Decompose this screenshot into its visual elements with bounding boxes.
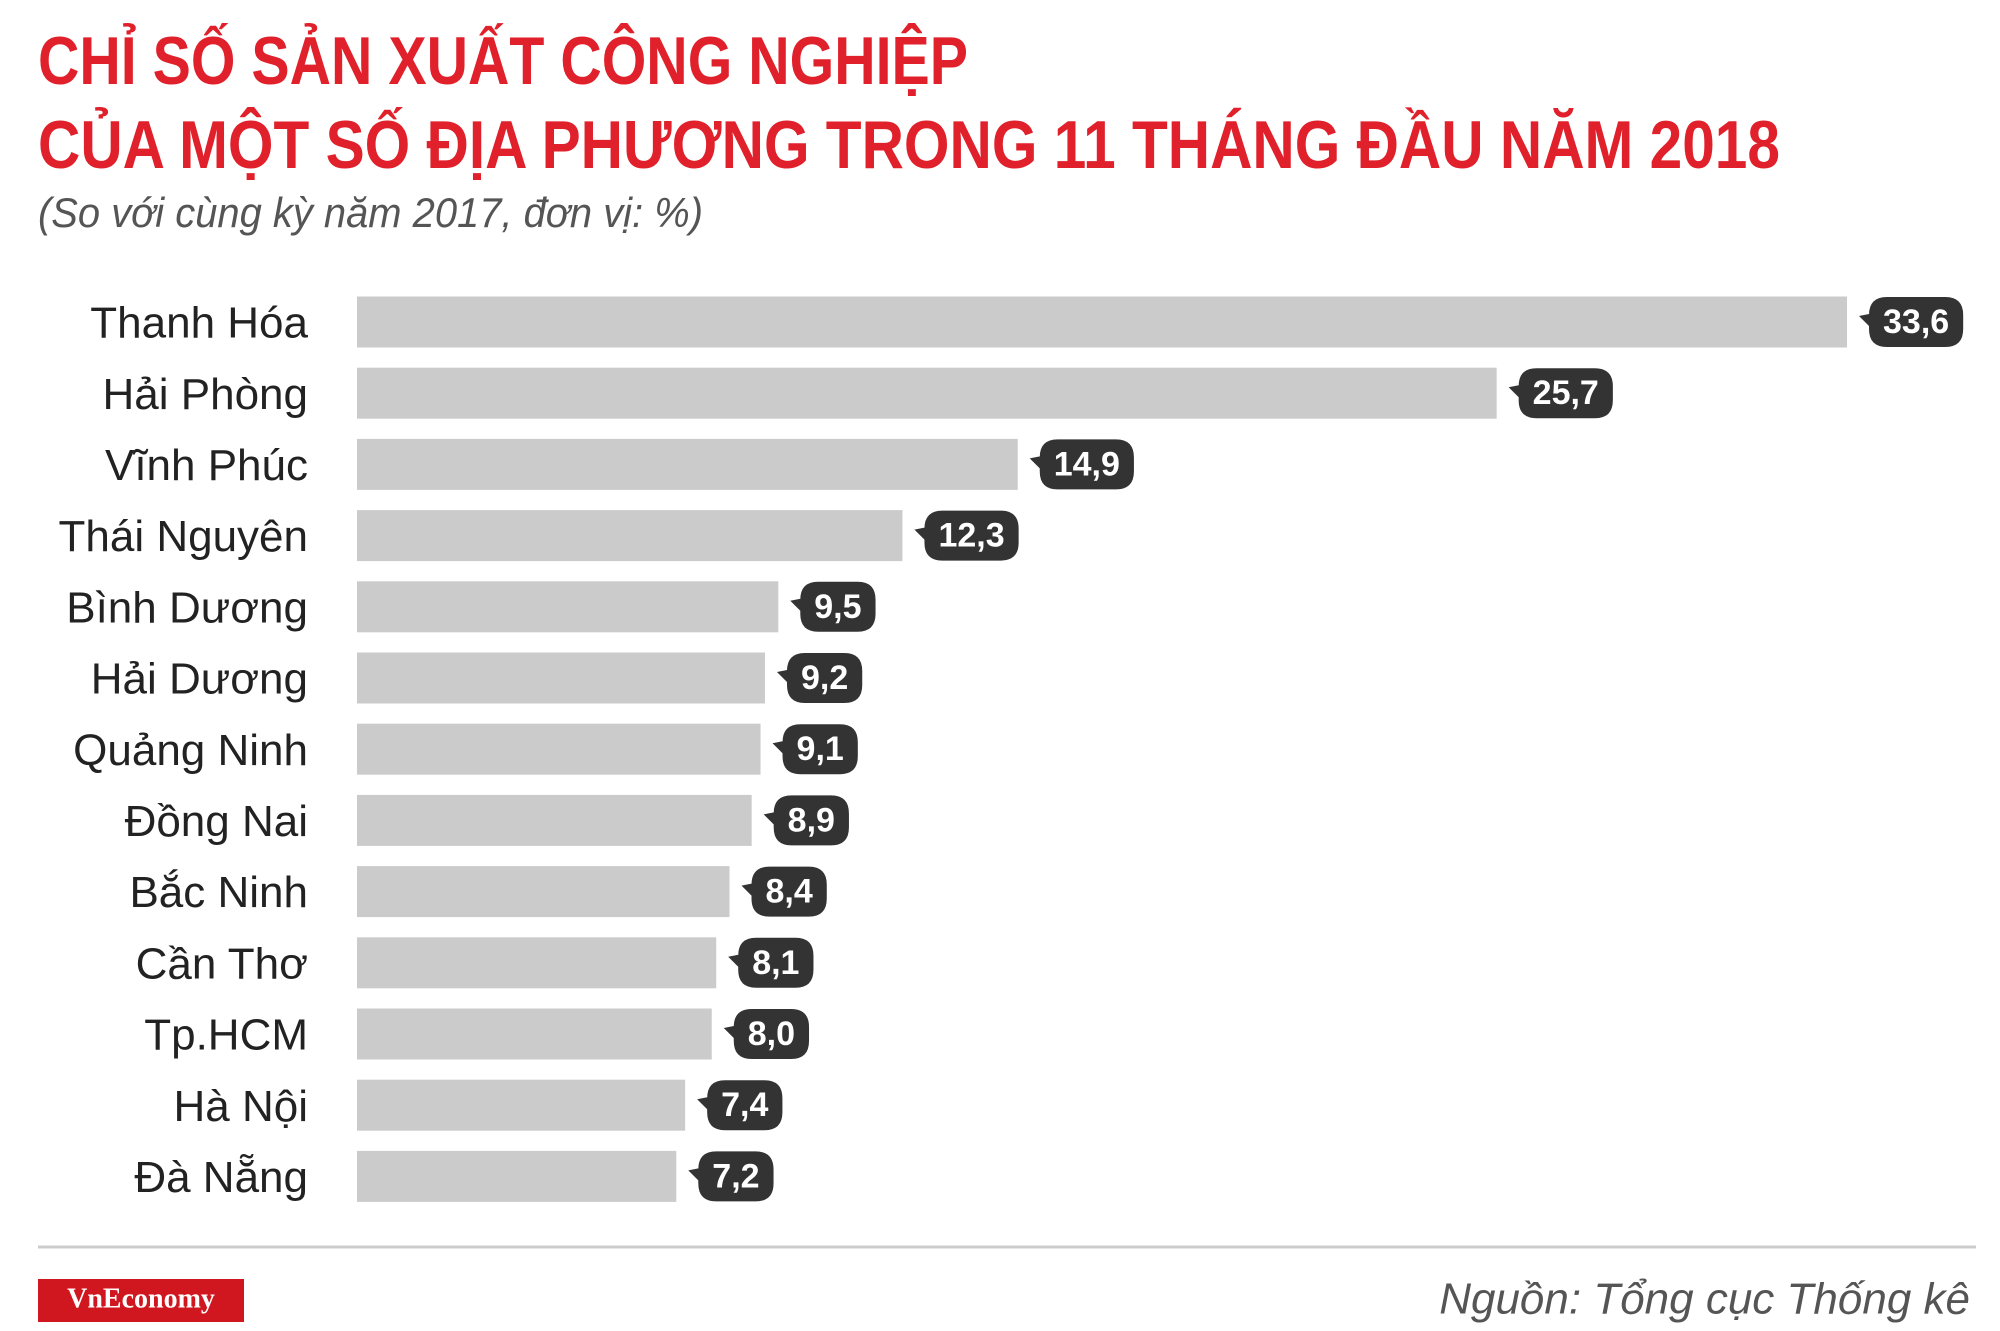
logo: VnEconomy: [67, 1283, 215, 1314]
value-label-bubble: [790, 581, 876, 632]
category-label: Cần Thơ: [136, 939, 308, 988]
logo-box: [38, 1279, 244, 1322]
bar: [357, 1079, 686, 1131]
bar: [357, 367, 1497, 419]
source-note: Nguồn: Tổng cục Thống kê: [1439, 1275, 1970, 1324]
value-label: 9,2: [801, 659, 848, 697]
category-label: Thanh Hóa: [90, 299, 308, 348]
category-label: Hải Phòng: [103, 370, 308, 419]
category-label: Vĩnh Phúc: [105, 441, 308, 490]
bar: [357, 937, 717, 989]
value-label: 7,2: [712, 1157, 759, 1195]
bar: [357, 581, 779, 633]
value-label-bubble: [741, 866, 827, 917]
bar: [357, 1008, 712, 1060]
category-label: Hà Nội: [174, 1082, 309, 1131]
value-label: 8,0: [748, 1015, 795, 1053]
category-label: Bắc Ninh: [129, 868, 308, 917]
value-label-bubble: [772, 724, 858, 775]
chart-subtitle: (So với cùng kỳ năm 2017, đơn vị: %): [38, 189, 703, 236]
bar: [357, 794, 752, 846]
bar: [357, 866, 730, 918]
value-label: 25,7: [1533, 374, 1599, 412]
value-label: 9,1: [797, 730, 844, 768]
bar: [357, 1150, 677, 1202]
value-label-bubble: [728, 937, 814, 988]
category-label: Thái Nguyên: [59, 512, 308, 561]
value-label-bubble: [914, 510, 1019, 561]
value-label-bubble: [723, 1009, 810, 1059]
chart-title: CỦA MỘT SỐ ĐỊA PHƯƠNG TRONG 11 THÁNG ĐẦU…: [38, 106, 1780, 183]
value-label: 14,9: [1054, 445, 1120, 483]
value-label-bubble: [697, 1080, 783, 1131]
bar: [357, 652, 765, 704]
category-label: Quảng Ninh: [73, 726, 308, 775]
value-label: 9,5: [814, 588, 861, 626]
bar: [357, 723, 761, 775]
value-label-bubble: [1508, 368, 1613, 419]
value-label-bubble: [1859, 297, 1964, 347]
value-label: 8,9: [788, 801, 835, 839]
bar: [357, 510, 903, 562]
chart-title: CHỈ SỐ SẢN XUẤT CÔNG NGHIỆP: [38, 22, 968, 99]
category-label: Tp.HCM: [144, 1011, 308, 1060]
value-label-bubble: [763, 795, 849, 846]
value-label: 8,1: [752, 944, 799, 982]
value-label-bubble: [688, 1151, 774, 1202]
category-label: Hải Dương: [91, 655, 308, 704]
category-label: Đà Nẵng: [134, 1153, 308, 1202]
value-label: 7,4: [721, 1086, 768, 1124]
category-label: Đồng Nai: [125, 797, 308, 846]
bar: [357, 296, 1847, 348]
bar: [357, 438, 1018, 490]
value-label: 33,6: [1883, 303, 1949, 341]
value-label: 12,3: [938, 517, 1004, 555]
category-label: Bình Dương: [66, 583, 308, 632]
value-label: 8,4: [766, 873, 813, 911]
value-label-bubble: [776, 653, 863, 703]
value-label-bubble: [1029, 439, 1134, 490]
